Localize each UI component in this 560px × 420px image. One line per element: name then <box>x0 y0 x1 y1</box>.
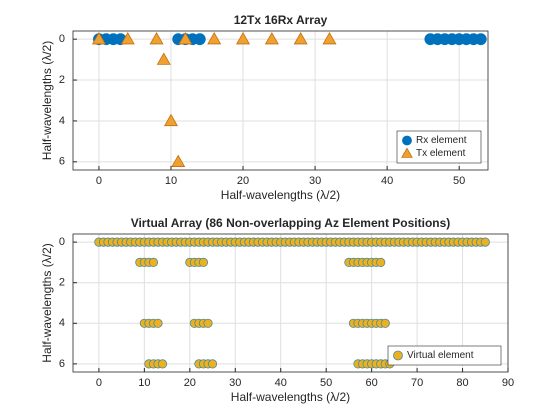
point <box>156 52 171 65</box>
x-tick-label: 30 <box>229 377 241 389</box>
point <box>380 318 390 328</box>
x-tick-label: 40 <box>381 175 393 187</box>
axes-box <box>72 233 509 373</box>
point <box>148 257 159 268</box>
x-tick-label: 30 <box>309 175 321 187</box>
point <box>120 32 135 45</box>
x-tick-label: 20 <box>184 377 196 389</box>
x-tick-label: 10 <box>138 377 150 389</box>
y-tick-label: 6 <box>59 156 65 168</box>
point <box>376 257 386 268</box>
legend-label: Rx element <box>416 135 467 146</box>
point <box>171 154 186 167</box>
x-tick-label: 80 <box>456 377 468 389</box>
point <box>157 359 168 369</box>
y-tick-label: 0 <box>59 236 65 248</box>
x-axis-label: Half-wavelengths (λ/2) <box>231 390 350 404</box>
legend-marker <box>402 135 412 146</box>
y-tick-label: 6 <box>59 358 65 370</box>
point <box>91 32 106 45</box>
x-tick-label: 50 <box>453 175 465 187</box>
x-tick-label: 70 <box>411 377 423 389</box>
point <box>178 32 193 45</box>
chart-title: Virtual Array (86 Non-overlapping Az Ele… <box>131 216 451 230</box>
point <box>480 237 490 247</box>
point <box>207 32 222 45</box>
x-tick-label: 90 <box>502 377 514 389</box>
y-tick-label: 4 <box>59 317 65 329</box>
y-tick-label: 4 <box>59 115 65 127</box>
x-tick-label: 50 <box>320 377 332 389</box>
point <box>163 113 179 127</box>
x-axis-label: Half-wavelengths (λ/2) <box>221 188 340 202</box>
y-axis-label: Half-wavelengths (λ/2) <box>40 41 54 160</box>
point <box>293 32 308 45</box>
legend-marker <box>401 147 413 158</box>
x-tick-label: 0 <box>96 377 102 389</box>
chart-title: 12Tx 16Rx Array <box>234 13 328 27</box>
axes-box <box>72 30 489 171</box>
point <box>474 33 487 46</box>
y-tick-label: 2 <box>59 277 65 289</box>
point <box>322 32 337 45</box>
point <box>149 32 164 45</box>
y-tick-label: 0 <box>59 33 65 45</box>
point <box>153 318 163 328</box>
x-tick-label: 20 <box>237 175 249 187</box>
point <box>198 257 209 268</box>
legend-label: Tx element <box>416 148 466 159</box>
x-tick-label: 40 <box>275 377 287 389</box>
y-axis-label: Half-wavelengths (λ/2) <box>40 243 54 362</box>
y-tick-label: 2 <box>59 74 65 86</box>
point <box>207 359 218 369</box>
legend-box <box>387 345 502 366</box>
legend-marker <box>393 350 403 361</box>
x-tick-label: 10 <box>165 175 177 187</box>
legend-label: Virtual element <box>407 350 474 361</box>
point <box>264 32 279 45</box>
point <box>236 32 251 45</box>
x-tick-label: 60 <box>366 377 378 389</box>
point <box>203 318 213 328</box>
x-tick-label: 0 <box>96 175 102 187</box>
point <box>193 33 206 46</box>
